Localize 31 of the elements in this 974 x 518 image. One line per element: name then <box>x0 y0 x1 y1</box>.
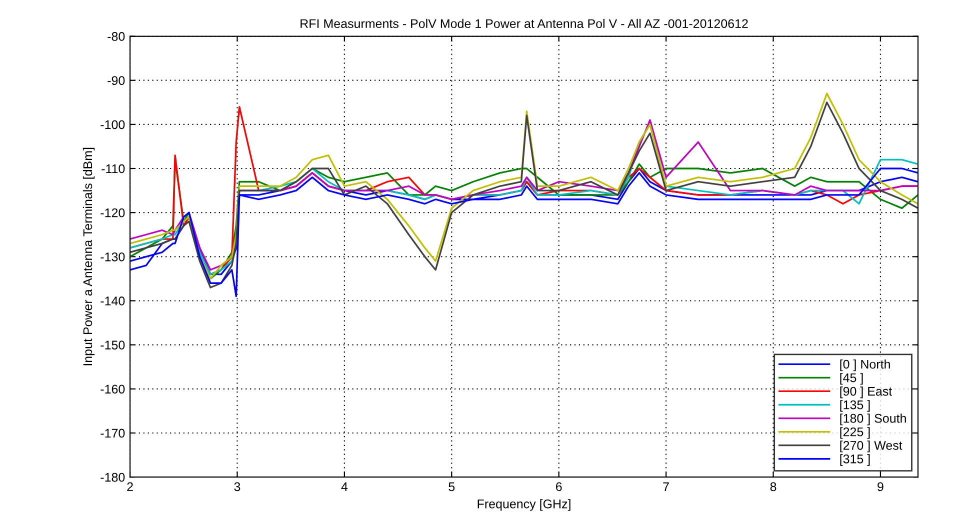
x-tick-label: 4 <box>341 482 348 491</box>
legend-label: [90 ] East <box>840 386 892 398</box>
x-tick-label: 6 <box>556 482 562 492</box>
line-series <box>130 168 918 298</box>
x-tick-label: 3 <box>234 482 240 492</box>
legend-label: [45 ] <box>840 373 863 385</box>
y-tick-label: -160 <box>100 384 125 394</box>
chart-title: RFI Measurments - PolV Mode 1 Power at Antenna Pol V - All AZ -001-20120612 <box>300 18 748 28</box>
y-tick-label: -80 <box>108 32 125 41</box>
legend-label: [180 ] South <box>840 414 906 426</box>
legend-label: [135 ] <box>840 400 870 412</box>
y-tick-label: -150 <box>100 340 125 350</box>
legend-label: [270 ] West <box>840 440 902 452</box>
legend-label: [315 ] <box>840 454 870 466</box>
x-axis-title: Frequency [GHz] <box>478 499 570 511</box>
y-tick-label: -180 <box>100 472 125 482</box>
y-tick-label: -120 <box>100 208 125 218</box>
x-tick-label: 8 <box>770 482 776 492</box>
y-tick-label: -140 <box>100 296 125 306</box>
y-tick-label: -90 <box>108 76 125 85</box>
x-tick-label: 7 <box>663 482 669 491</box>
x-tick-label: 2 <box>127 482 133 491</box>
x-tick-label: 9 <box>878 482 884 492</box>
legend-label: [225 ] <box>840 427 870 439</box>
y-tick-label: -170 <box>100 428 125 438</box>
y-tick-label: -110 <box>102 164 125 174</box>
legend-label: [0 ] North <box>840 359 890 372</box>
y-tick-label: -100 <box>100 120 125 130</box>
x-tick-label: 5 <box>448 482 455 492</box>
y-tick-label: -130 <box>100 252 125 262</box>
y-axis-title: Input Power a Antenna Terminals [dBm] <box>82 148 95 366</box>
